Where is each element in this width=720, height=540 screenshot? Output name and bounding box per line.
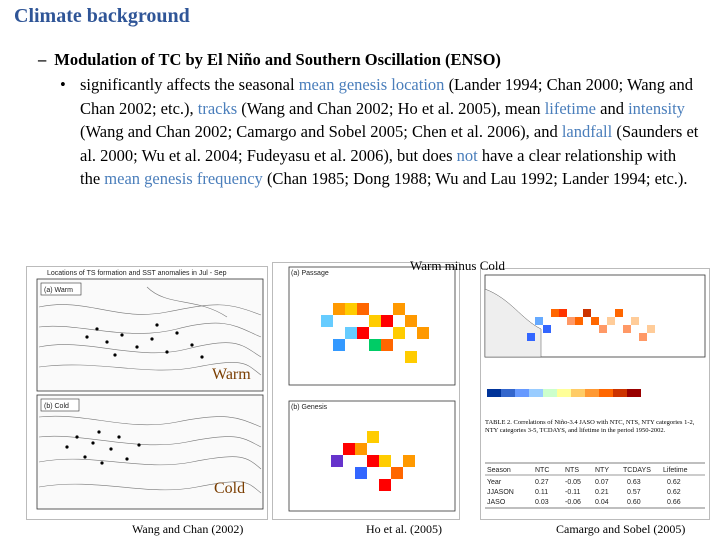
cell: 0.62 <box>667 489 681 496</box>
genesis-grid-cells <box>331 431 415 491</box>
cell: -0.11 <box>565 489 581 496</box>
color-scale-bar <box>487 389 641 397</box>
header-nts: NTS <box>565 467 579 474</box>
warm-overlay-label: Warm <box>212 366 251 383</box>
difference-map-cells <box>527 309 655 341</box>
cold-map-frame <box>36 394 264 510</box>
correlation-table-header: Season NTC NTS NTY TCDAYS Lifetime <box>487 467 688 474</box>
cell: 0.66 <box>667 499 681 506</box>
text-run: (Chan 1985; Dong 1988; Wu and Lau 1992; … <box>262 169 688 188</box>
left-figure: Locations of TS formation and SST anomal… <box>26 266 268 520</box>
warm-contours <box>38 286 262 376</box>
cell: 0.62 <box>667 479 681 486</box>
table-caption-container: TABLE 2. Correlations of Niño-3.4 JASO w… <box>485 419 695 434</box>
left-figure-title: Locations of TS formation and SST anomal… <box>47 270 227 277</box>
cell: 0.63 <box>627 479 641 486</box>
text-run: (Wang and Chan 2002; Camargo and Sobel 2… <box>80 122 562 141</box>
cold-overlay-label: Cold <box>214 480 246 497</box>
header-ntc: NTC <box>535 467 549 474</box>
header-tcdays: TCDAYS <box>623 467 651 474</box>
passage-map-label: (a) Passage <box>291 270 329 277</box>
warm-minus-cold-label: Warm minus Cold <box>410 258 506 273</box>
cold-map-label: (b) Cold <box>44 403 69 410</box>
highlight-lifetime: lifetime <box>544 98 597 118</box>
passage-grid-cells <box>321 303 429 363</box>
cell: 0.11 <box>535 489 548 496</box>
cell: 0.04 <box>595 499 609 506</box>
cell: 0.21 <box>595 489 609 496</box>
table-row: JJASON 0.11 -0.11 0.21 0.57 0.62 <box>487 489 681 496</box>
table-row: Year 0.27 -0.05 0.07 0.63 0.62 <box>487 479 681 486</box>
caption-right: Camargo and Sobel (2005) <box>556 522 686 536</box>
cell: JASO <box>487 499 506 506</box>
text-run: and <box>596 98 629 118</box>
warm-map-label: (a) Warm <box>44 287 73 294</box>
middle-figure-svg: (a) Passage (b) Genesis <box>288 266 456 512</box>
genesis-map-label: (b) Genesis <box>291 404 328 411</box>
cell: 0.57 <box>627 489 641 496</box>
warm-genesis-dots <box>85 323 204 359</box>
highlight-genesis-location: mean genesis location <box>298 75 445 94</box>
header-nty: NTY <box>595 467 609 474</box>
highlight-not: not <box>456 145 478 165</box>
cell: 0.60 <box>627 499 641 506</box>
cold-contours <box>38 415 262 494</box>
cell: Year <box>487 479 502 486</box>
slide-title: Climate background <box>14 5 190 27</box>
text-run: (Wang and Chan 2002; Ho et al. 2005), me… <box>237 98 545 118</box>
cell: -0.05 <box>565 479 581 486</box>
text-run: (Lander 1994; Chan 2000; Wang and Chan 2… <box>80 75 694 118</box>
warm-map-frame <box>36 278 264 392</box>
bullet-text: significantly affects the seasonal mean … <box>80 73 700 191</box>
warm-label-box <box>40 282 82 296</box>
highlight-tracks: tracks <box>197 98 238 118</box>
right-figure: TABLE 2. Correlations of Niño-3.4 JASO w… <box>480 268 710 520</box>
cold-label-box <box>40 398 80 412</box>
highlight-genesis-frequency: mean genesis frequency <box>104 169 263 188</box>
bullet-dot-icon: • <box>60 75 66 94</box>
table-row: JASO 0.03 -0.06 0.04 0.60 0.66 <box>487 499 681 506</box>
cold-genesis-dots <box>65 430 141 465</box>
highlight-intensity: intensity <box>628 98 685 118</box>
text-run: (Saunders et al. 2000; Wu et al. 2004; F… <box>80 122 699 165</box>
header-lifetime: Lifetime <box>663 467 688 474</box>
bullet-paragraph: • significantly affects the seasonal mea… <box>60 73 700 191</box>
text-run: significantly affects the seasonal <box>80 75 299 94</box>
caption-middle: Ho et al. (2005) <box>366 522 442 536</box>
level1-heading: – Modulation of TC by El Niño and Souther… <box>38 50 501 70</box>
middle-figure: (a) Passage (b) Genesis <box>272 262 460 520</box>
cell: -0.06 <box>565 499 581 506</box>
cell: 0.03 <box>535 499 549 506</box>
caption-left: Wang and Chan (2002) <box>132 522 244 536</box>
header-season: Season <box>487 467 511 474</box>
cell: 0.27 <box>535 479 549 486</box>
highlight-landfall: landfall <box>561 122 613 141</box>
table-caption: TABLE 2. Correlations of Niño-3.4 JASO w… <box>485 419 695 434</box>
cell: 0.07 <box>595 479 609 486</box>
dash-marker: – <box>38 50 47 69</box>
left-figure-svg: Locations of TS formation and SST anomal… <box>36 270 264 510</box>
heading-text: Modulation of TC by El Niño and Southern… <box>54 50 501 69</box>
text-run: have a clear relationship with the <box>80 145 677 189</box>
cell: JJASON <box>487 489 514 496</box>
right-figure-svg: TABLE 2. Correlations of Niño-3.4 JASO w… <box>484 274 706 509</box>
